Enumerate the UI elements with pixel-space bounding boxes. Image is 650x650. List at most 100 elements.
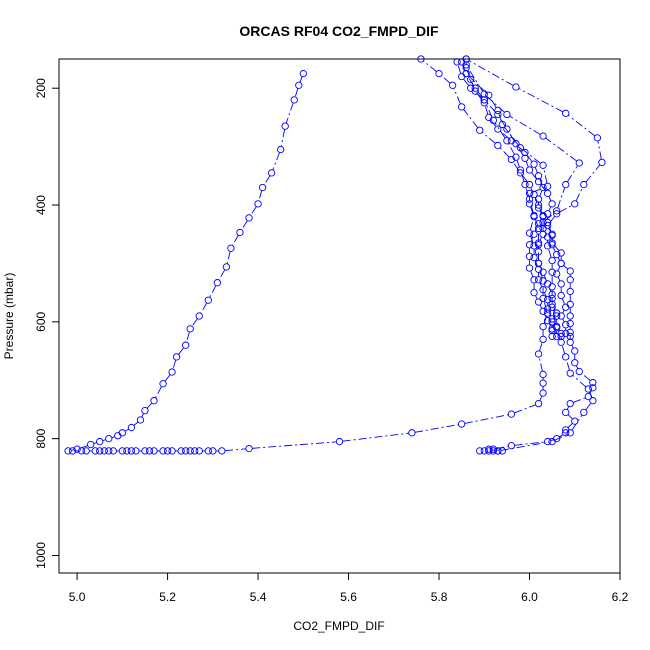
series-line-segment — [526, 154, 533, 162]
data-point — [186, 325, 194, 333]
series-line-segment — [512, 161, 520, 171]
data-point — [209, 447, 217, 455]
data-point — [530, 253, 538, 262]
series-line-segment — [232, 235, 239, 246]
data-point — [534, 399, 543, 408]
series-8 — [417, 55, 556, 341]
data-point — [584, 385, 592, 393]
series-line-segment — [509, 115, 541, 135]
data-point — [548, 200, 556, 208]
data-point — [548, 294, 556, 303]
data-point — [145, 447, 154, 455]
y-tick-label: 1000 — [34, 542, 48, 569]
data-point — [168, 368, 176, 376]
series-line-segment — [534, 197, 538, 203]
series-line-segment — [534, 166, 538, 173]
series-line-segment — [476, 93, 483, 101]
data-point — [218, 447, 226, 455]
data-point — [114, 432, 122, 440]
series-line-segment — [539, 210, 543, 215]
data-point — [539, 389, 547, 397]
series-line-segment — [534, 226, 538, 232]
series-line-segment — [529, 202, 534, 213]
data-point — [539, 335, 547, 344]
data-point — [571, 359, 579, 367]
series-line-segment — [571, 344, 574, 349]
data-point — [589, 384, 597, 392]
data-point — [525, 264, 534, 272]
data-point — [150, 447, 158, 455]
data-point — [548, 437, 556, 446]
data-point — [503, 137, 511, 145]
series-line-segment — [539, 207, 543, 213]
series-line-segment — [522, 149, 541, 164]
series-line-segment — [525, 187, 529, 197]
series-line-segment — [571, 414, 583, 431]
series-line-segment — [467, 67, 483, 92]
series-line-segment — [522, 175, 528, 183]
data-point — [543, 182, 552, 190]
data-point — [575, 367, 583, 376]
data-point — [471, 84, 479, 92]
series-line-segment — [548, 323, 551, 327]
data-point — [494, 106, 502, 115]
data-point — [566, 267, 574, 275]
data-point — [507, 442, 516, 450]
data-point — [525, 166, 534, 174]
data-point — [521, 154, 529, 162]
series-line-segment — [499, 130, 510, 140]
data-point — [548, 268, 556, 276]
data-point — [476, 126, 484, 134]
data-point — [548, 241, 556, 249]
series-line-segment — [561, 345, 566, 354]
data-point — [557, 280, 565, 288]
data-point — [458, 103, 466, 111]
data-point — [335, 437, 344, 446]
data-point — [543, 317, 552, 325]
y-tick-label: 200 — [34, 78, 48, 98]
series-line-segment — [530, 206, 534, 214]
series-line-segment — [499, 116, 506, 127]
series-line-segment — [508, 143, 515, 155]
data-point — [534, 298, 543, 306]
series-line-segment — [453, 88, 461, 105]
data-point — [512, 83, 520, 91]
series-line-segment — [241, 220, 248, 230]
series-line-segment — [553, 321, 556, 326]
series-line-segment — [200, 302, 208, 314]
series-line-segment — [225, 448, 246, 452]
data-point — [571, 417, 579, 425]
data-point — [534, 259, 543, 268]
series-line-segment — [178, 347, 185, 355]
data-point — [548, 303, 556, 311]
data-point — [213, 279, 221, 287]
series-line-segment — [539, 395, 543, 401]
data-point — [566, 287, 574, 296]
data-point — [471, 87, 479, 95]
data-point — [566, 429, 574, 437]
data-point — [521, 148, 529, 157]
data-point — [534, 204, 543, 212]
data-point — [290, 96, 298, 104]
data-point — [543, 242, 552, 250]
data-point — [503, 125, 511, 133]
series-line-segment — [172, 359, 177, 370]
data-point — [204, 447, 212, 455]
series-line-segment — [539, 190, 543, 197]
series-line-segment — [441, 75, 451, 84]
series-5 — [462, 55, 606, 341]
data-point — [530, 242, 538, 250]
data-point — [141, 406, 149, 415]
series-line-segment — [71, 449, 75, 451]
series-line-segment — [567, 165, 578, 183]
series-line-segment — [545, 137, 577, 162]
data-point — [136, 416, 145, 424]
series-line-segment — [539, 236, 543, 241]
series-line-segment — [543, 301, 548, 311]
series-line-segment — [549, 216, 556, 224]
series-line-segment — [553, 309, 556, 314]
data-point — [575, 159, 583, 167]
data-point — [525, 200, 534, 208]
data-point — [566, 399, 574, 408]
series-line-segment — [494, 122, 506, 139]
